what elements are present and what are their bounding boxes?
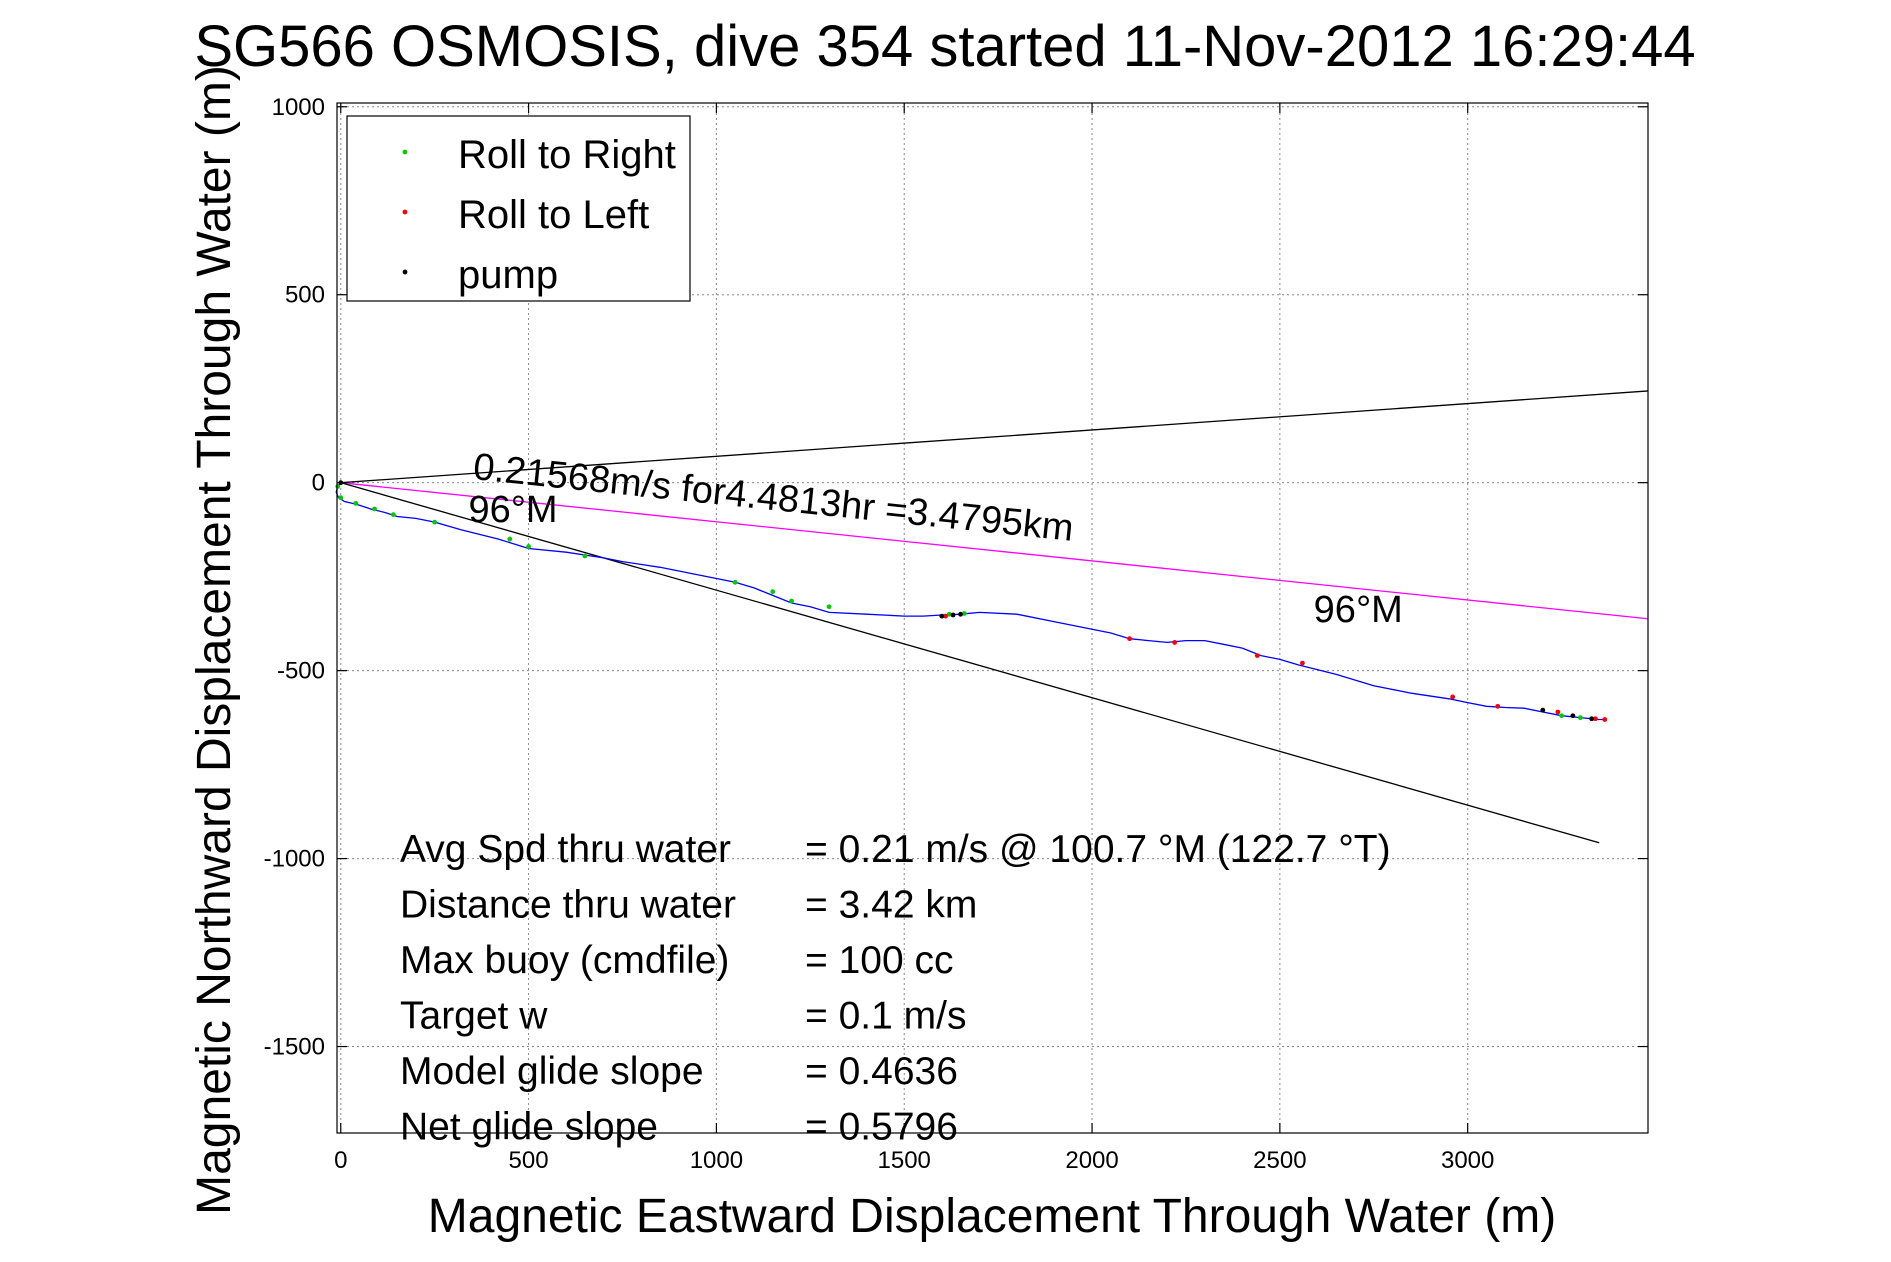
reference-lines [340, 390, 1649, 844]
ticks: 0 500 1000 1500 2000 2500 3000 1000 500 0 -500 -100… [264, 94, 1648, 1174]
reference-line [340, 482, 1600, 844]
plot-frame [336, 102, 1649, 1134]
markers [335, 480, 1608, 722]
annotation-text: 96°M [468, 489, 557, 531]
x-tick-label: 2500 [1253, 1147, 1306, 1174]
stat-label: Max buoy (cmdfile) [400, 939, 729, 982]
stat-label: Target w [400, 995, 548, 1038]
roll-right-marker [526, 544, 531, 549]
x-tick-label: 1000 [690, 1147, 743, 1174]
roll-left-marker [943, 613, 948, 619]
roll-right-marker [335, 484, 341, 489]
roll-right-marker [390, 512, 396, 518]
y-axis-label: Magnetic Northward Displacement Through … [188, 65, 241, 1215]
pump-marker [939, 613, 945, 619]
x-tick-label: 3000 [1441, 1147, 1494, 1174]
y-tick-label: 1000 [272, 94, 325, 121]
roll-left-marker [1127, 636, 1133, 642]
y-tick-label: -1500 [264, 1034, 325, 1061]
roll-right-marker [1559, 713, 1565, 719]
stat-label: Net glide slope [400, 1106, 658, 1149]
stat-value: = 0.4636 [805, 1050, 958, 1093]
roll-left-marker [1300, 660, 1305, 666]
roll-right-marker [789, 598, 794, 604]
roll-left-marker [1254, 653, 1260, 658]
pump-marker [950, 612, 956, 618]
stat-label: Avg Spd thru water [400, 828, 731, 871]
roll-right-marker [826, 604, 832, 610]
x-tick-label: 500 [509, 1147, 549, 1174]
pump-marker [958, 611, 963, 617]
roll-right-marker [507, 536, 513, 542]
annotation-text: 96°M [1314, 589, 1403, 631]
stat-label: Distance thru water [400, 884, 736, 927]
y-tick-label: 500 [285, 282, 325, 309]
roll-right-marker [338, 495, 344, 501]
roll-left-marker [1602, 717, 1608, 722]
roll-left-marker [1450, 694, 1456, 700]
stats-block: Avg Spd thru water = 0.21 m/s @ 100.7 °M … [400, 828, 1391, 1149]
roll-right-marker [1577, 715, 1583, 721]
legend-label: pump [458, 253, 558, 297]
roll-right-marker [961, 611, 967, 616]
stat-label: Model glide slope [400, 1050, 704, 1093]
stat-value: = 3.42 km [805, 884, 977, 927]
roll-left-marker [1593, 716, 1598, 722]
x-tick-label: 0 [334, 1147, 347, 1174]
legend-label: Roll to Right [458, 133, 676, 177]
grid [337, 103, 1648, 1133]
y-tick-label: 0 [312, 470, 325, 497]
pump-marker [1570, 713, 1576, 719]
chart-title: SG566 OSMOSIS, dive 354 started 11-Nov-2… [194, 14, 1695, 79]
legend: Roll to Right Roll to Left pump [346, 115, 691, 302]
legend-label: Roll to Left [458, 193, 649, 237]
roll-right-marker [732, 579, 738, 585]
stat-value: = 100 cc [805, 939, 954, 982]
reference-line [340, 390, 1649, 484]
roll-right-marker [353, 500, 359, 506]
legend-marker [402, 209, 408, 215]
roll-left-marker [1172, 640, 1178, 645]
x-tick-label: 1500 [878, 1147, 931, 1174]
legend-marker [402, 149, 408, 155]
roll-left-marker [1495, 703, 1501, 709]
pump-marker [1589, 716, 1595, 722]
roll-right-marker [372, 506, 377, 512]
roll-right-marker [582, 553, 588, 559]
stat-value: = 0.1 m/s [805, 995, 966, 1038]
y-tick-label: -1000 [264, 846, 325, 873]
roll-right-marker [770, 589, 776, 595]
y-tick-label: -500 [277, 658, 325, 685]
x-axis-label: Magnetic Eastward Displacement Through W… [428, 1190, 1556, 1243]
x-tick-label: 2000 [1065, 1147, 1118, 1174]
roll-left-marker [1555, 709, 1561, 715]
reference-line [340, 482, 1649, 620]
roll-right-marker [946, 611, 952, 617]
stat-value: = 0.21 m/s @ 100.7 °M (122.7 °T) [805, 828, 1391, 871]
legend-marker [402, 269, 408, 275]
roll-right-marker [432, 519, 438, 525]
stat-value: = 0.5796 [805, 1106, 958, 1149]
pump-marker [1540, 707, 1546, 713]
